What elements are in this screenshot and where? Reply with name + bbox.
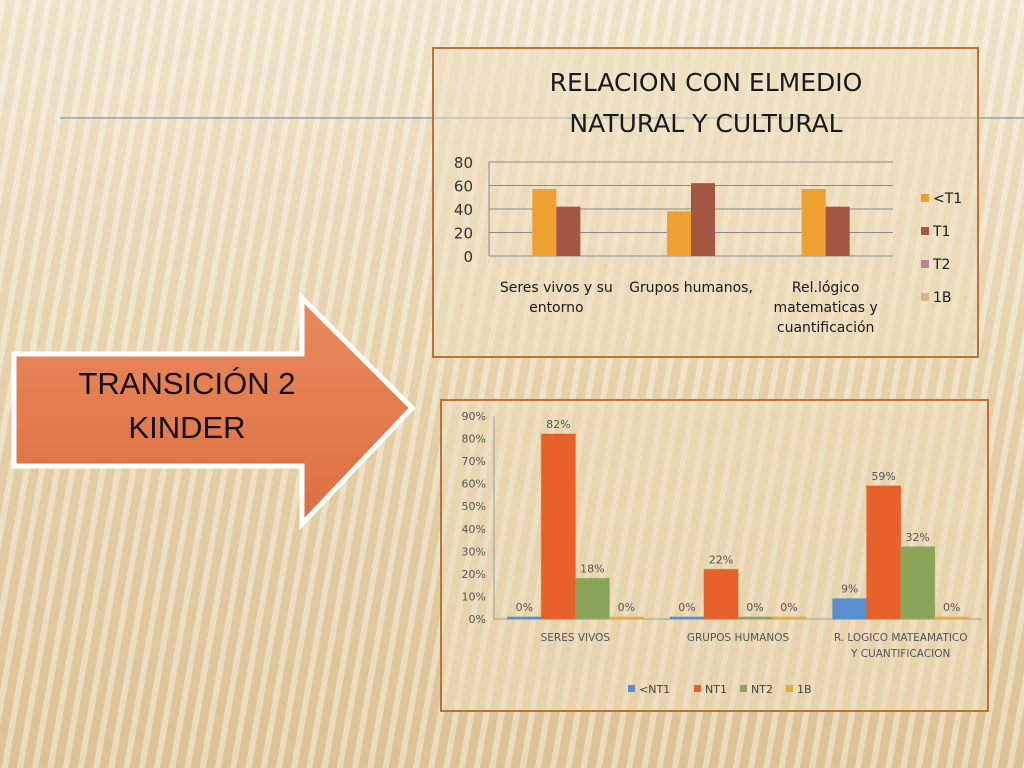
legend-label: 1B <box>933 290 952 306</box>
arrow-label-line2: KINDER <box>128 410 246 445</box>
y-tick-label: 20 <box>454 225 473 243</box>
data-label: 82% <box>546 418 570 431</box>
data-label: 0% <box>943 601 960 614</box>
bar <box>771 616 807 620</box>
legend-swatch <box>694 685 701 692</box>
y-tick-label: 40 <box>454 201 473 219</box>
bar <box>801 189 826 256</box>
category-label: matematicas y <box>774 300 878 316</box>
bar <box>866 485 902 620</box>
arrow-label: TRANSICIÓN 2 KINDER <box>22 362 352 450</box>
category-label: GRUPOS HUMANOS <box>687 632 790 644</box>
bar <box>574 577 610 620</box>
category-label: entorno <box>529 300 584 316</box>
category-label: cuantificación <box>777 320 875 336</box>
bar <box>825 206 850 256</box>
arrow-label-line1: TRANSICIÓN 2 <box>78 366 296 401</box>
data-label: 0% <box>678 601 695 614</box>
bar <box>532 189 557 256</box>
category-label: R. LOGICO MATEAMATICO <box>834 632 968 644</box>
bar <box>667 211 691 256</box>
legend-swatch <box>921 194 929 202</box>
legend-swatch <box>921 293 929 301</box>
data-label: 22% <box>709 553 733 566</box>
legend-label: NT1 <box>705 683 727 696</box>
bar <box>540 433 576 620</box>
legend-label: <NT1 <box>639 683 670 696</box>
arrow-shape <box>8 291 420 532</box>
legend-swatch <box>921 260 929 268</box>
y-tick-label: 90% <box>462 410 486 423</box>
legend-label: NT2 <box>751 683 773 696</box>
y-tick-label: 60 <box>454 178 473 196</box>
legend-label: 1B <box>797 683 812 696</box>
bar <box>608 616 644 620</box>
bar <box>934 616 970 620</box>
y-tick-label: 20% <box>462 568 486 581</box>
chart-top: RELACION CON ELMEDIO NATURAL Y CULTURAL 0 2… <box>454 68 962 336</box>
legend-swatch <box>786 685 793 692</box>
y-tick-label: 50% <box>462 500 486 513</box>
legend-label: T2 <box>932 257 950 273</box>
category-label: Seres vivos y su <box>500 280 613 296</box>
bar <box>900 546 936 620</box>
bar <box>832 598 868 620</box>
chart-top-frame: RELACION CON ELMEDIO NATURAL Y CULTURAL 0 2… <box>432 47 979 358</box>
y-tick-label: 0% <box>469 613 486 626</box>
category-label: SERES VIVOS <box>541 632 611 644</box>
bar <box>737 616 773 620</box>
chart-title-line: NATURAL Y CULTURAL <box>569 109 842 138</box>
bar <box>703 568 739 620</box>
legend-label: T1 <box>932 224 950 240</box>
y-tick-label: 80% <box>462 433 486 446</box>
data-label: 0% <box>780 601 797 614</box>
y-tick-label: 80 <box>454 154 473 172</box>
chart-bottom-frame: 0% 10% 20% 30% 40% 50% 60% 70% 80% 90% 0% 82% 18% 0% S… <box>440 399 989 712</box>
y-tick-label: 40% <box>462 523 486 536</box>
legend-label: <T1 <box>933 191 962 207</box>
bar <box>669 616 705 620</box>
legend-swatch <box>921 227 929 235</box>
category-label: Grupos humanos, <box>629 280 753 296</box>
chart-title-line: RELACION CON ELMEDIO <box>550 68 863 97</box>
legend-swatch <box>628 685 635 692</box>
bar <box>556 206 581 256</box>
y-tick-label: 10% <box>462 590 486 603</box>
y-tick-label: 30% <box>462 545 486 558</box>
y-tick-label: 60% <box>462 478 486 491</box>
data-label: 9% <box>841 583 858 596</box>
data-label: 32% <box>905 531 929 544</box>
data-label: 0% <box>516 601 533 614</box>
category-label: Y CUANTIFICACION <box>850 648 950 660</box>
data-label: 18% <box>580 562 604 575</box>
y-tick-label: 0 <box>463 248 473 266</box>
bar <box>506 616 542 620</box>
data-label: 59% <box>871 470 895 483</box>
data-label: 0% <box>746 601 763 614</box>
legend-swatch <box>740 685 747 692</box>
bar <box>691 183 715 256</box>
y-tick-label: 70% <box>462 455 486 468</box>
chart-bottom: 0% 10% 20% 30% 40% 50% 60% 70% 80% 90% 0% 82% 18% 0% S… <box>462 410 982 696</box>
data-label: 0% <box>618 601 635 614</box>
category-label: Rel.lógico <box>792 280 860 296</box>
